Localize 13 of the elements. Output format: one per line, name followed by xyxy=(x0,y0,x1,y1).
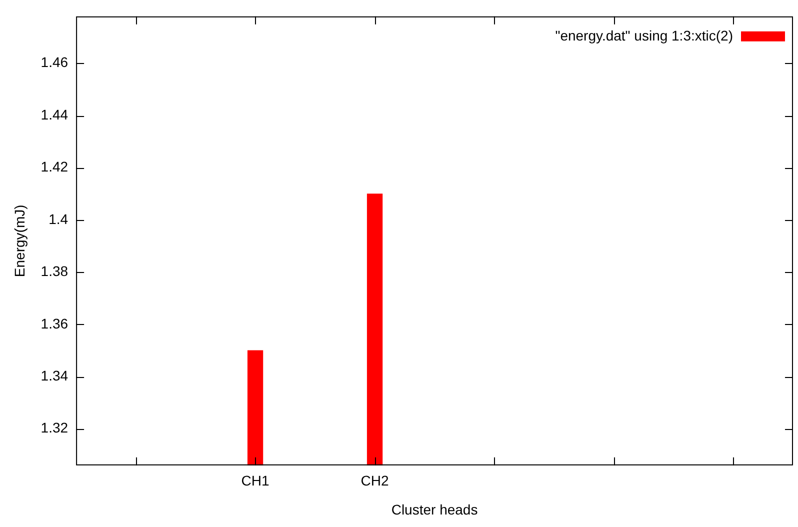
y-tick-label: 1.42 xyxy=(40,158,68,175)
x-tick-label: CH1 xyxy=(241,472,270,489)
y-axis-title: Energy(mJ) xyxy=(11,204,28,278)
y-tick-label: 1.34 xyxy=(40,368,68,384)
y-tick-label: 1.44 xyxy=(40,106,68,122)
y-tick-label: 1.38 xyxy=(40,263,68,280)
x-tick-label: CH2 xyxy=(360,472,389,489)
legend-label: "energy.dat" using 1:3:xtic(2) xyxy=(555,27,733,44)
y-tick-label: 1.46 xyxy=(40,54,68,70)
y-tick-label: 1.4 xyxy=(48,210,68,227)
y-tick-label: 1.32 xyxy=(40,420,68,436)
x-axis-title: Cluster heads xyxy=(391,501,478,518)
y-tick-label: 1.36 xyxy=(40,315,68,332)
